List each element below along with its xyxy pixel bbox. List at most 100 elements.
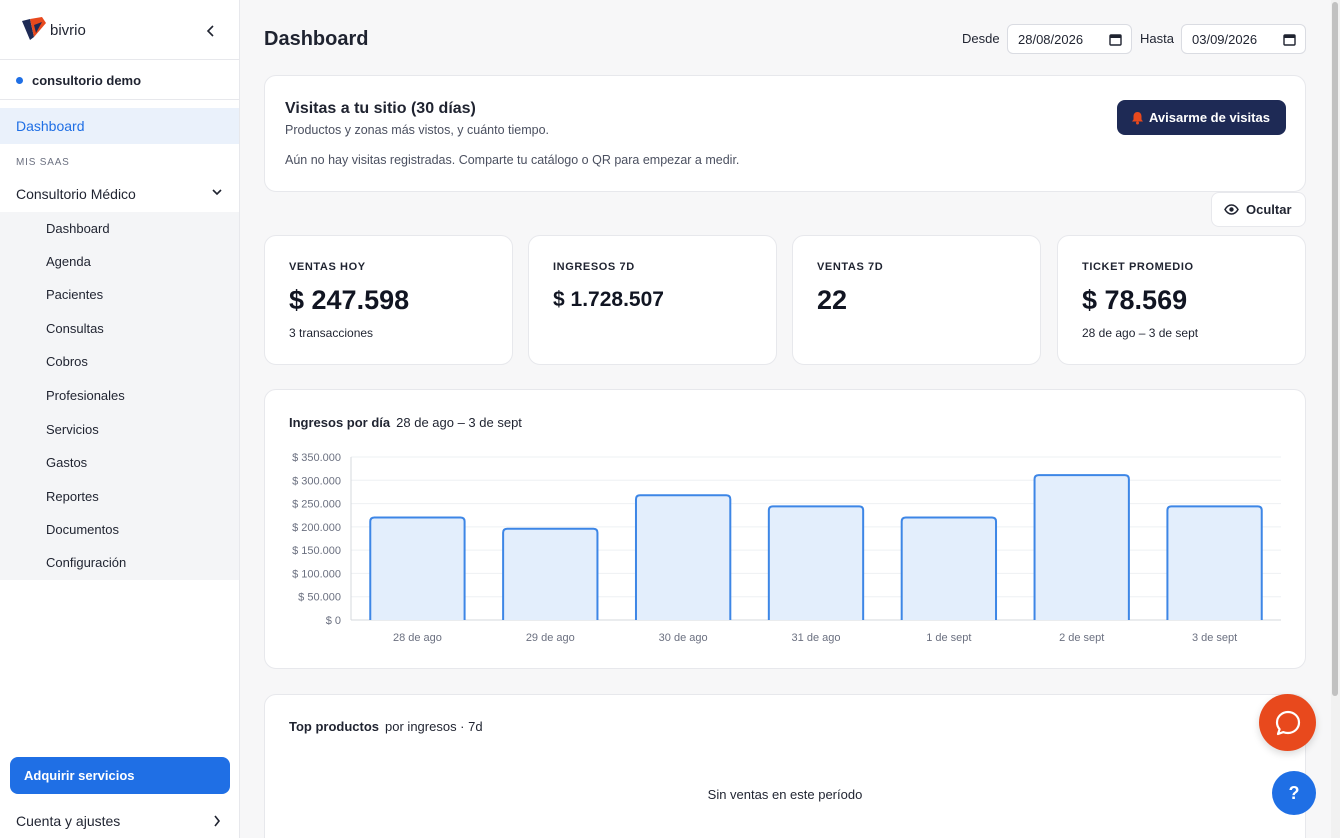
- chevron-down-icon: [212, 189, 222, 196]
- subnav-item-gastos[interactable]: Gastos: [46, 454, 88, 470]
- chart-x-tick-label: 3 de sept: [1192, 632, 1237, 644]
- chart-bar: [502, 527, 599, 620]
- sidebar: bivrio consultorio demo Dashboard MIS SA…: [0, 0, 240, 838]
- from-date-value: 28/08/2026: [1018, 31, 1084, 47]
- chart-y-tick-label: $ 250.000: [292, 499, 341, 511]
- acquire-services-button[interactable]: Adquirir servicios: [10, 757, 230, 794]
- subnav-item-consultas[interactable]: Consultas: [46, 320, 104, 336]
- chart-y-tick-label: $ 0: [326, 615, 341, 627]
- visits-card: Visitas a tu sitio (30 días) Productos y…: [264, 75, 1306, 192]
- subnav-item-servicios[interactable]: Servicios: [46, 421, 99, 437]
- calendar-icon: [1283, 34, 1296, 46]
- hide-button[interactable]: Ocultar: [1211, 192, 1306, 227]
- kpi-card-sales-7d: VENTAS 7D 22: [792, 235, 1041, 365]
- chevron-right-icon: [214, 815, 221, 827]
- subnav-item-documentos[interactable]: Documentos: [46, 521, 119, 537]
- chart-y-tick-label: $ 200.000: [292, 522, 341, 534]
- chat-bubble-icon: [1275, 710, 1300, 735]
- scrollbar-thumb[interactable]: [1332, 2, 1338, 696]
- chevron-left-icon: [206, 25, 214, 37]
- hide-label: Ocultar: [1246, 202, 1292, 217]
- chat-button[interactable]: [1259, 694, 1316, 751]
- top-products-empty-message: Sin ventas en este período: [707, 787, 863, 802]
- kpi-label: VENTAS HOY: [289, 261, 366, 273]
- subnav-item-pacientes[interactable]: Pacientes: [46, 286, 104, 302]
- workspace-selector[interactable]: consultorio demo: [16, 70, 141, 90]
- workspace-name: consultorio demo: [32, 72, 142, 88]
- from-date-label: Desde: [962, 31, 1000, 46]
- chart-y-tick-label: $ 50.000: [298, 592, 341, 604]
- kpi-value: $ 247.598: [289, 285, 410, 315]
- chart-x-tick-label: 28 de ago: [393, 632, 442, 644]
- subnav-item-dashboard[interactable]: Dashboard: [46, 220, 110, 236]
- notify-visits-button[interactable]: Avisarme de visitas: [1117, 100, 1286, 135]
- calendar-icon: [1109, 34, 1122, 46]
- chart-x-tick-label: 30 de ago: [659, 632, 708, 644]
- to-date-value: 03/09/2026: [1192, 31, 1258, 47]
- to-date-label: Hasta: [1140, 31, 1174, 46]
- top-products-subtitle: por ingresos · 7d: [385, 719, 483, 734]
- page-scrollbar[interactable]: [1331, 0, 1340, 838]
- chart-heading: Ingresos por día 28 de ago – 3 de sept: [289, 415, 522, 430]
- top-products-heading: Top productos por ingresos · 7d: [289, 719, 483, 734]
- chart-bar: [900, 516, 998, 620]
- from-date-input[interactable]: 28/08/2026: [1007, 24, 1132, 54]
- bell-icon: [1132, 111, 1143, 124]
- kpi-value: $ 78.569: [1082, 285, 1188, 315]
- visits-title: Visitas a tu sitio (30 días): [285, 100, 476, 117]
- chart-bar: [767, 505, 865, 620]
- brand-name: bivrio: [50, 21, 86, 39]
- chart-x-tick-label: 1 de sept: [926, 632, 971, 644]
- chart-title: Ingresos por día: [289, 415, 391, 430]
- top-products-title: Top productos: [289, 719, 380, 734]
- chart-bar: [1033, 474, 1130, 620]
- top-products-card: Top productos por ingresos · 7d Sin venta…: [264, 694, 1306, 838]
- chart-bar: [634, 494, 732, 620]
- kpi-label: VENTAS 7D: [817, 261, 884, 273]
- chart-y-tick-label: $ 150.000: [292, 545, 341, 557]
- kpi-subtext: 28 de ago – 3 de sept: [1082, 326, 1199, 340]
- subnav-item-cobros[interactable]: Cobros: [46, 353, 88, 369]
- subnav-item-agenda[interactable]: Agenda: [46, 253, 91, 269]
- collapse-sidebar-button[interactable]: [200, 20, 222, 42]
- kpi-value: 22: [817, 285, 848, 315]
- chart-y-tick-label: $ 300.000: [292, 475, 341, 487]
- kpi-card-sales-today: VENTAS HOY $ 247.598 3 transacciones: [264, 235, 513, 365]
- bivrio-logo-icon: [22, 17, 46, 40]
- nav-item-dashboard[interactable]: Dashboard: [0, 108, 239, 144]
- workspace-status-dot: [16, 76, 23, 84]
- kpi-subtext: 3 transacciones: [289, 326, 374, 340]
- chart-y-tick-label: $ 350.000: [292, 452, 341, 464]
- chart-bar: [1166, 505, 1263, 620]
- chart-x-tick-label: 2 de sept: [1059, 632, 1104, 644]
- notify-visits-label: Avisarme de visitas: [1149, 110, 1270, 125]
- to-date-input[interactable]: 03/09/2026: [1181, 24, 1306, 54]
- kpi-card-income-7d: INGRESOS 7D $ 1.728.507: [528, 235, 777, 365]
- help-button[interactable]: ?: [1272, 771, 1316, 815]
- account-settings-link[interactable]: Cuenta y ajustes: [0, 808, 239, 834]
- kpi-label: INGRESOS 7D: [553, 261, 635, 273]
- nav-group-consultorio-medico[interactable]: Consultorio Médico: [0, 177, 239, 211]
- subnav: Dashboard Agenda Pacientes Consultas Cob…: [0, 212, 239, 580]
- nav-group-label: Consultorio Médico: [16, 186, 136, 202]
- chart-y-tick-label: $ 100.000: [292, 568, 341, 580]
- kpi-label: TICKET PROMEDIO: [1082, 261, 1194, 273]
- visits-empty-message: Aún no hay visitas registradas. Comparte…: [285, 153, 740, 167]
- chart-range: 28 de ago – 3 de sept: [396, 415, 522, 430]
- kpi-card-average-ticket: TICKET PROMEDIO $ 78.569 28 de ago – 3 d…: [1057, 235, 1306, 365]
- brand[interactable]: bivrio: [20, 16, 86, 44]
- section-label: MIS SAAS: [16, 157, 70, 168]
- subnav-item-reportes[interactable]: Reportes: [46, 488, 99, 504]
- eye-icon: [1224, 204, 1239, 215]
- account-settings-label: Cuenta y ajustes: [16, 813, 121, 829]
- visits-subtitle: Productos y zonas más vistos, y cuánto t…: [285, 123, 550, 137]
- divider: [0, 59, 239, 60]
- subnav-item-configuracion[interactable]: Configuración: [46, 554, 127, 570]
- chart-x-tick-label: 31 de ago: [792, 632, 841, 644]
- subnav-item-profesionales[interactable]: Profesionales: [46, 387, 125, 403]
- chart-x-tick-label: 29 de ago: [526, 632, 575, 644]
- page-title: Dashboard: [264, 28, 369, 50]
- kpi-value: $ 1.728.507: [553, 288, 664, 311]
- divider: [0, 99, 239, 100]
- income-chart-card: Ingresos por día 28 de ago – 3 de sept $ …: [264, 389, 1306, 669]
